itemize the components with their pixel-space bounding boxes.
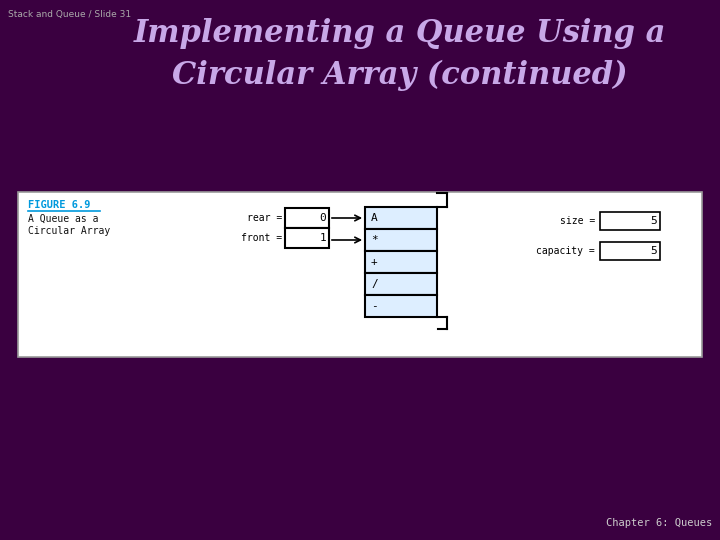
Text: 5: 5 bbox=[650, 246, 657, 256]
Bar bbox=[365, 207, 437, 229]
Bar bbox=[285, 208, 329, 228]
Text: A Queue as a: A Queue as a bbox=[28, 214, 99, 224]
Text: Circular Array (continued): Circular Array (continued) bbox=[172, 60, 628, 91]
Text: 0: 0 bbox=[319, 213, 326, 223]
Text: -: - bbox=[371, 301, 378, 311]
Text: 5: 5 bbox=[650, 216, 657, 226]
Text: size =: size = bbox=[559, 216, 595, 226]
Text: front =: front = bbox=[241, 233, 282, 243]
Text: +: + bbox=[371, 257, 378, 267]
Text: capacity =: capacity = bbox=[536, 246, 595, 256]
Text: Circular Array: Circular Array bbox=[28, 226, 110, 236]
Text: FIGURE 6.9: FIGURE 6.9 bbox=[28, 200, 91, 210]
Text: Stack and Queue / Slide 31: Stack and Queue / Slide 31 bbox=[8, 10, 131, 19]
Bar bbox=[365, 295, 437, 317]
Bar bbox=[600, 242, 660, 260]
Bar bbox=[600, 212, 660, 230]
Text: A: A bbox=[371, 213, 378, 223]
Text: /: / bbox=[371, 279, 378, 289]
Bar bbox=[365, 273, 437, 295]
Text: Chapter 6: Queues: Chapter 6: Queues bbox=[606, 518, 712, 528]
Bar bbox=[365, 229, 437, 251]
Text: *: * bbox=[371, 235, 378, 245]
Bar bbox=[365, 251, 437, 273]
Text: Implementing a Queue Using a: Implementing a Queue Using a bbox=[134, 18, 666, 49]
Text: rear =: rear = bbox=[247, 213, 282, 223]
Bar bbox=[285, 228, 329, 248]
Text: 1: 1 bbox=[319, 233, 326, 243]
Bar bbox=[18, 192, 702, 357]
